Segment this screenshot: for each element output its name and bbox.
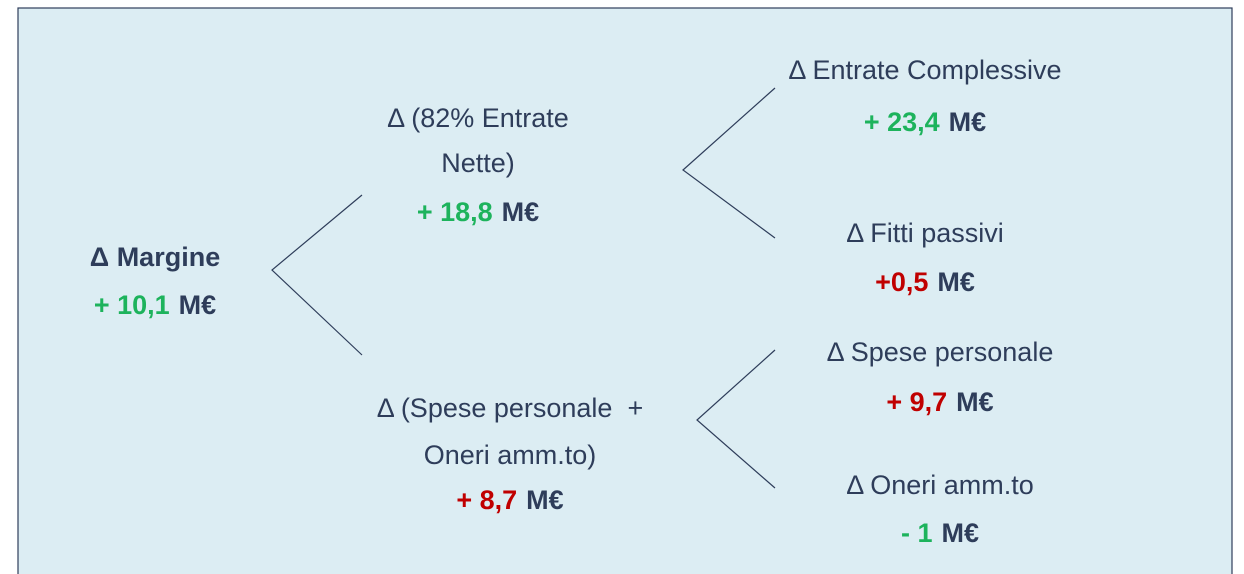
value: + 8,7 — [456, 485, 517, 515]
unit: M€ — [526, 485, 564, 515]
value: + 18,8 — [417, 197, 493, 227]
node-value: - 1 M€ — [901, 518, 979, 548]
node-value: +0,5 M€ — [875, 267, 975, 297]
branch — [696, 349, 776, 489]
node-label: Nette) — [441, 148, 515, 178]
node-label: Δ (82% Entrate — [387, 103, 569, 133]
value: + 10,1 — [94, 290, 170, 320]
value: - 1 — [901, 518, 933, 548]
branch — [271, 194, 363, 356]
unit: M€ — [942, 518, 980, 548]
branch — [682, 87, 776, 239]
value: + 23,4 — [864, 107, 940, 137]
node-label: Δ Oneri amm.to — [846, 470, 1034, 500]
unit: M€ — [179, 290, 217, 320]
unit: M€ — [949, 107, 987, 137]
node-value: + 10,1 M€ — [94, 290, 216, 320]
node-value: + 18,8 M€ — [417, 197, 539, 227]
node-label: Δ Fitti passivi — [846, 218, 1004, 248]
node-value: + 23,4 M€ — [864, 107, 986, 137]
unit: M€ — [956, 387, 994, 417]
node-label: Δ (Spese personale + — [377, 393, 643, 423]
node-label: Δ Entrate Complessive — [788, 55, 1061, 85]
node-label: Δ Spese personale — [827, 337, 1054, 367]
unit: M€ — [937, 267, 975, 297]
value: + 9,7 — [886, 387, 947, 417]
value: +0,5 — [875, 267, 928, 297]
node-label: Δ Margine — [90, 242, 220, 272]
unit: M€ — [502, 197, 540, 227]
panel — [17, 7, 1233, 574]
node-label: Oneri amm.to) — [424, 440, 597, 470]
node-value: + 8,7 M€ — [456, 485, 563, 515]
node-value: + 9,7 M€ — [886, 387, 993, 417]
